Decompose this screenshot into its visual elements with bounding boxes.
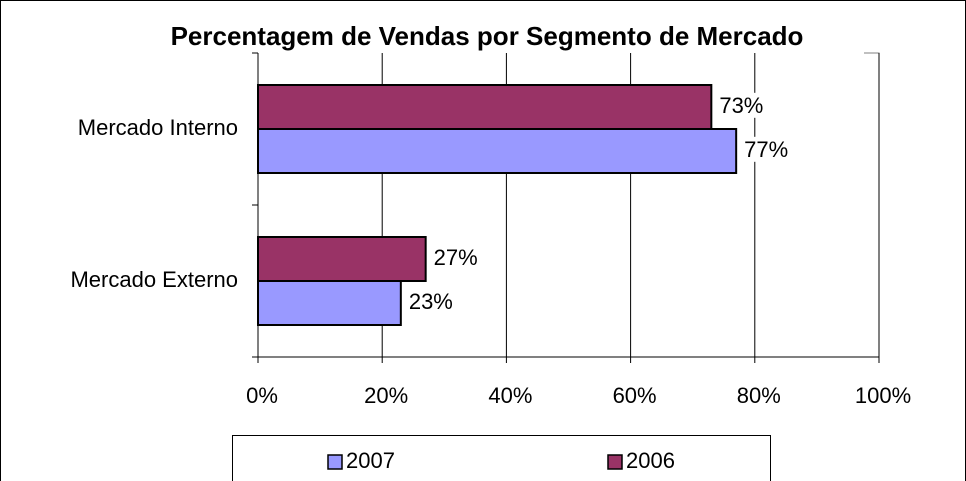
x-tick-label: 80%: [737, 383, 781, 408]
x-tick-label: 0%: [246, 383, 278, 408]
data-label-background: [717, 92, 766, 118]
data-label-background: [742, 136, 791, 162]
x-tick-label: 60%: [613, 383, 657, 408]
data-label: 73%: [719, 93, 763, 118]
legend-label: 2007: [346, 448, 395, 473]
x-tick-label: 20%: [364, 383, 408, 408]
x-tick-label: 40%: [488, 383, 532, 408]
legend-swatch: [607, 454, 623, 470]
title-background: [110, 18, 864, 56]
y-tick-label: Mercado Externo: [70, 267, 238, 292]
legend-swatch: [327, 454, 343, 470]
data-label-background: [406, 288, 455, 314]
bar: [257, 236, 427, 282]
legend-box: [232, 435, 771, 481]
data-label-background: [431, 244, 480, 270]
data-label: 77%: [744, 137, 788, 162]
chart-title: Percentagem de Vendas por Segmento de Me…: [171, 21, 804, 51]
x-tick-label: 100%: [855, 383, 911, 408]
legend-label: 2006: [626, 448, 675, 473]
bar: [257, 84, 713, 130]
data-label: 23%: [409, 289, 453, 314]
bar: [257, 128, 738, 174]
bar: [257, 280, 402, 326]
data-label: 27%: [434, 245, 478, 270]
y-tick-label: Mercado Interno: [78, 115, 238, 140]
